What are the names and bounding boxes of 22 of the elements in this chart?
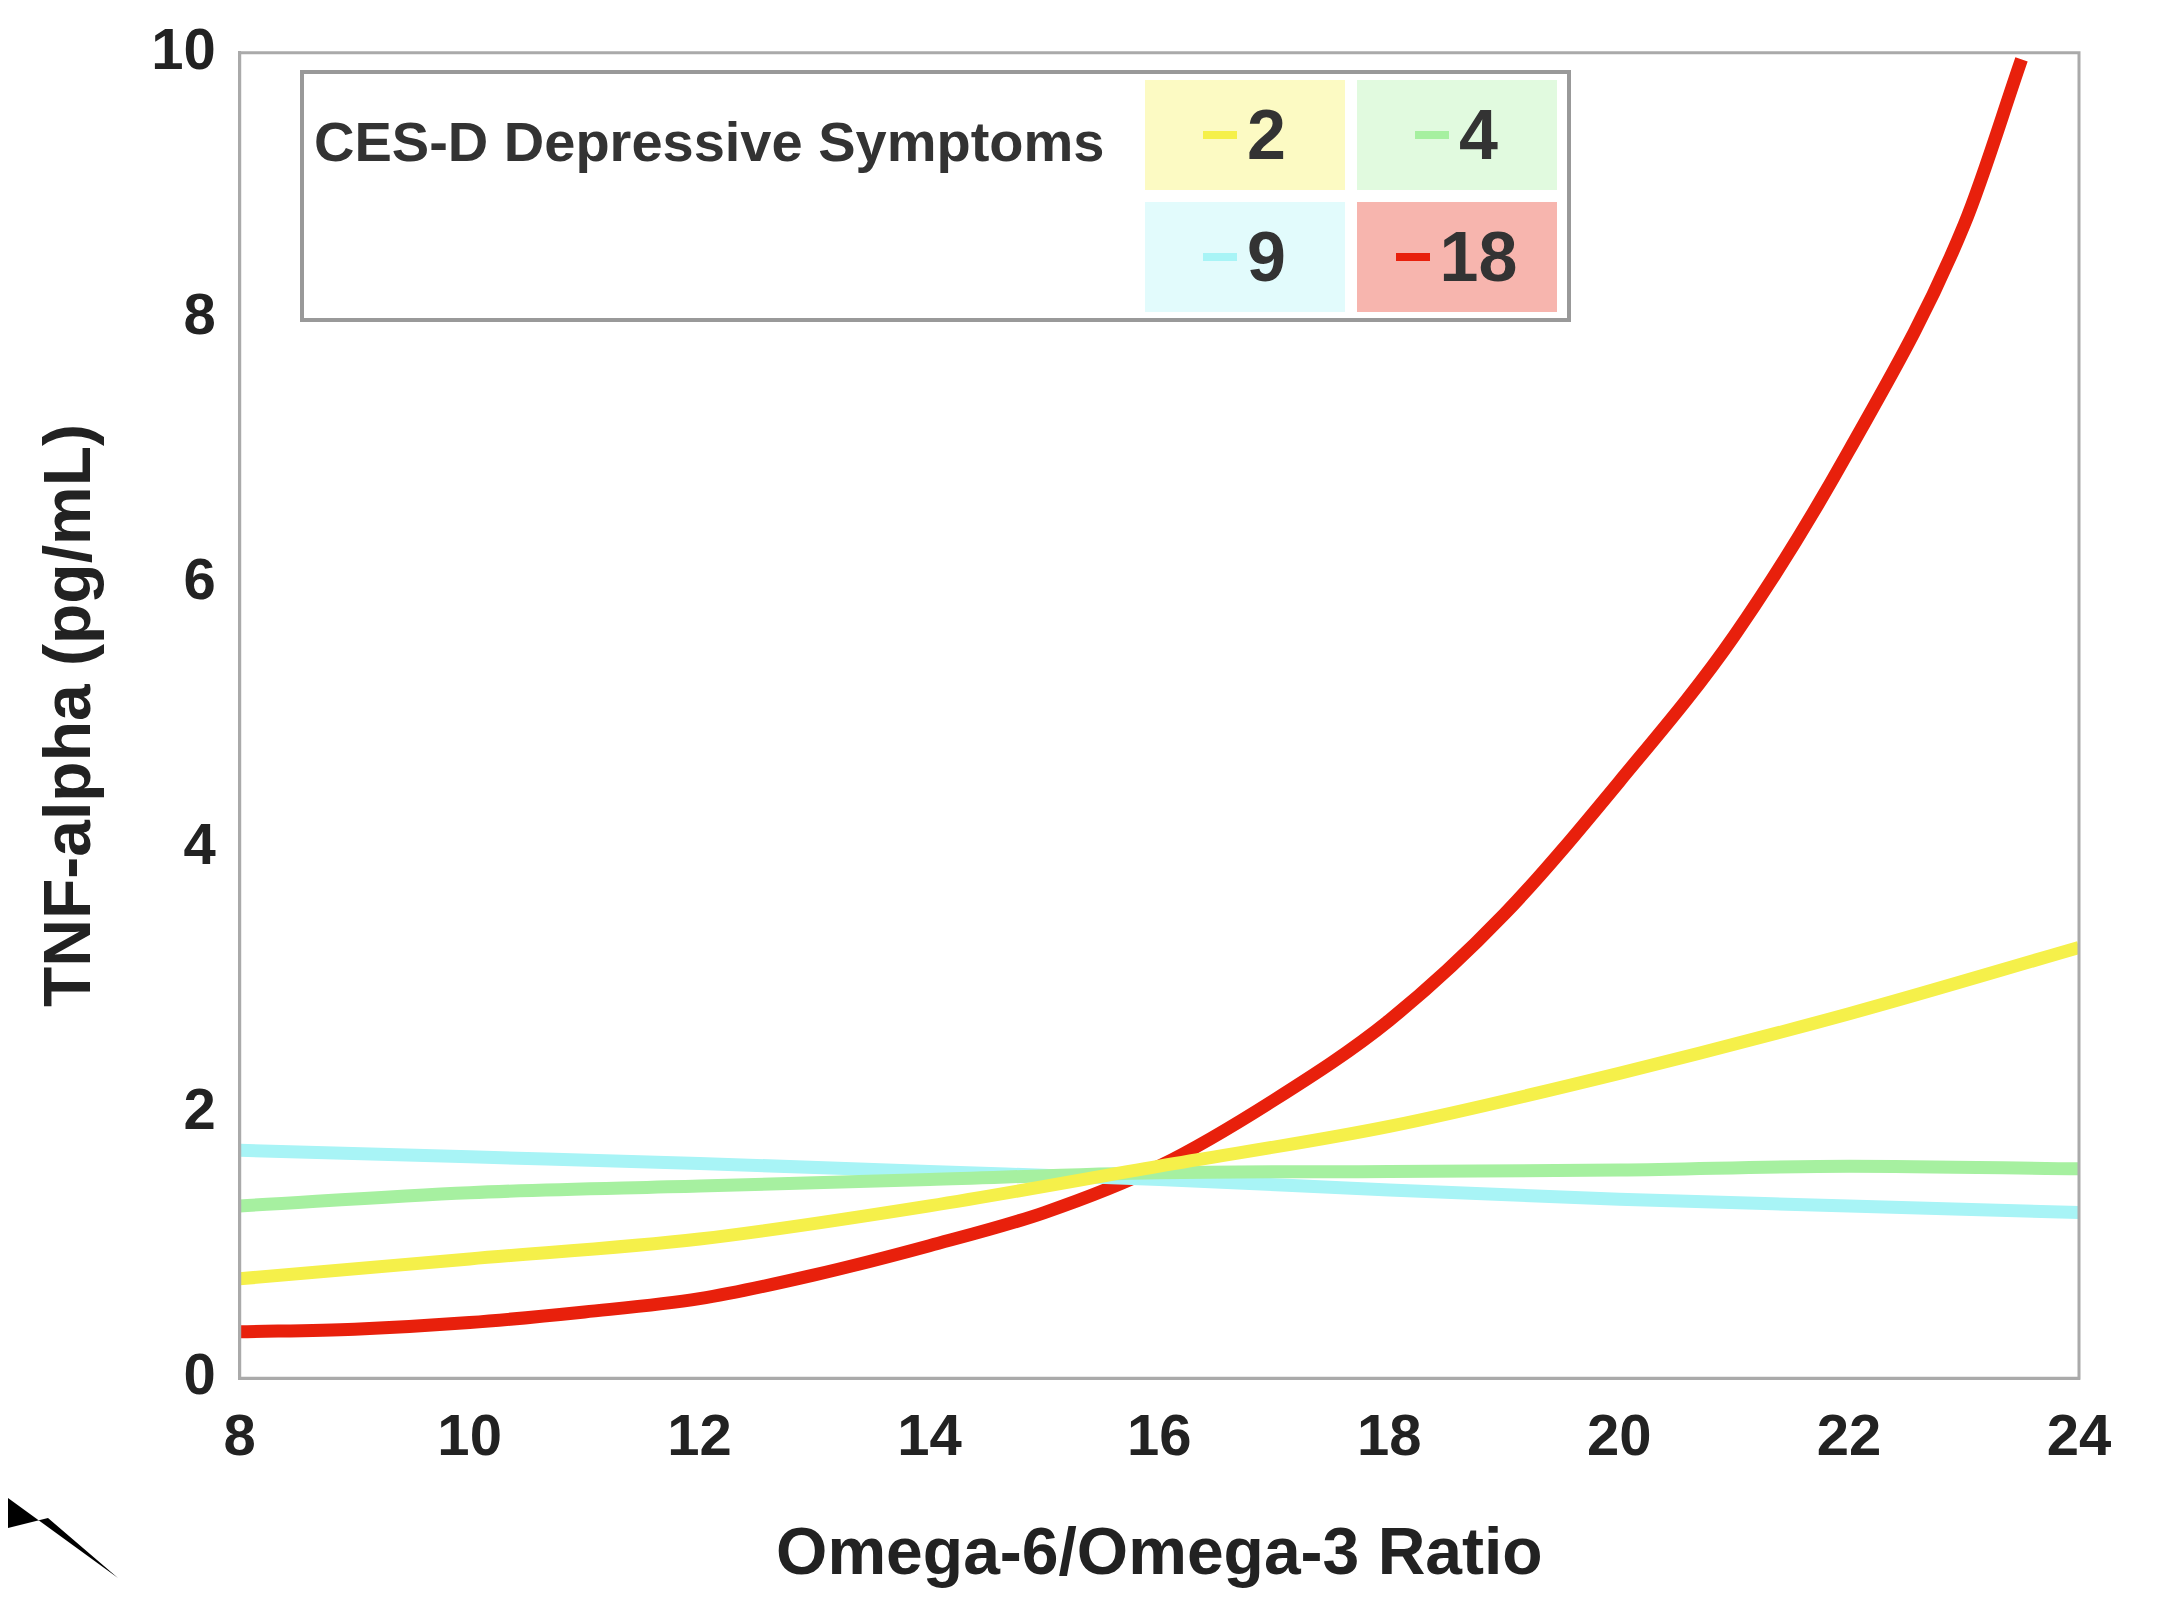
x-tick-label: 16: [1127, 1402, 1192, 1467]
x-tick-label: 24: [2046, 1402, 2112, 1467]
legend-label: 4: [1459, 95, 1498, 175]
x-tick-label: 12: [667, 1402, 732, 1467]
y-tick-label: 6: [183, 545, 216, 611]
y-tick-label: 8: [183, 280, 216, 346]
x-tick-label: 22: [1816, 1402, 1882, 1467]
x-tick-label: 8: [223, 1402, 256, 1467]
y-tick-label: 0: [183, 1341, 216, 1407]
x-tick-label: 20: [1586, 1402, 1652, 1467]
legend-title: CES-D Depressive Symptoms: [314, 108, 1106, 175]
y-tick-label: 4: [183, 811, 216, 877]
y-axis-title: TNF-alpha (pg/mL): [29, 424, 104, 1007]
x-tick-label: 10: [437, 1402, 502, 1467]
legend-label: 9: [1247, 217, 1286, 297]
legend-label: 2: [1247, 95, 1286, 175]
x-tick-label: 14: [897, 1402, 962, 1467]
x-axis-title: Omega-6/Omega-3 Ratio: [776, 1513, 1543, 1588]
x-tick-label: 18: [1357, 1402, 1422, 1467]
y-tick-label: 2: [183, 1076, 216, 1142]
legend-label: 18: [1439, 217, 1518, 297]
y-tick-label: 10: [151, 15, 216, 81]
